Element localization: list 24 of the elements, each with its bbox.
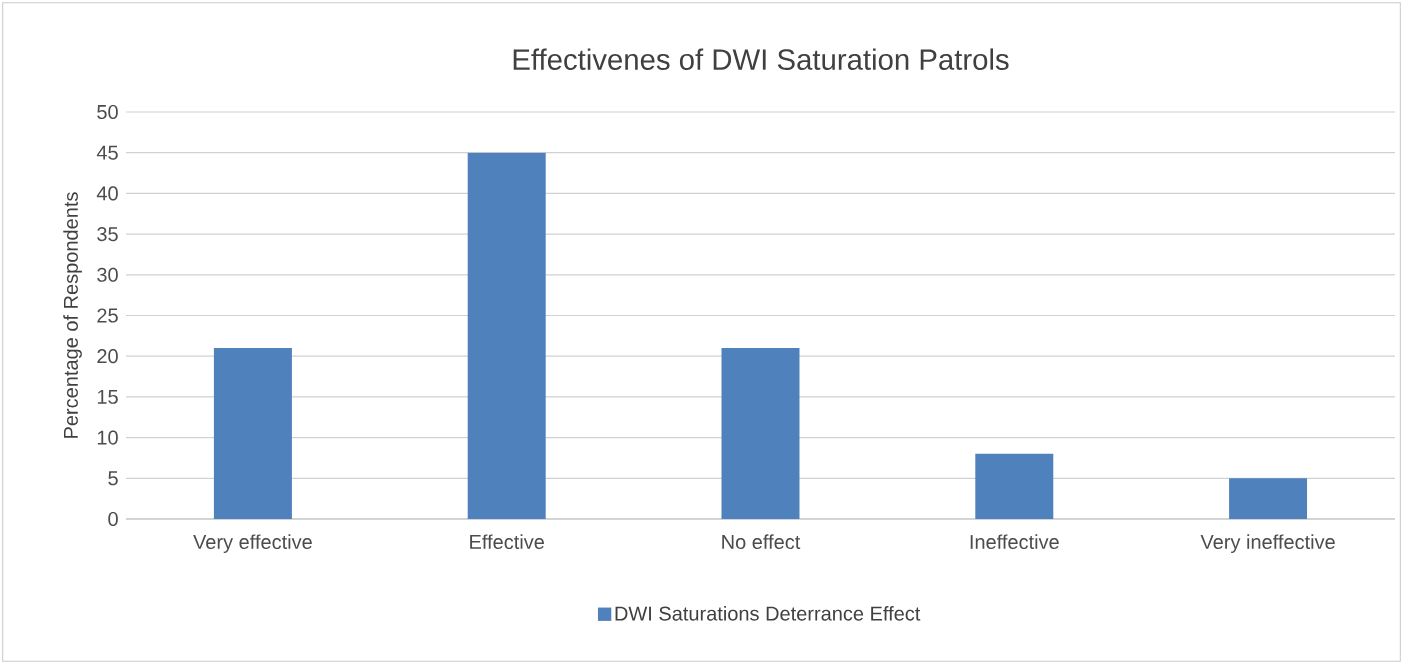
y-tick-label: 15 <box>97 389 118 404</box>
bar <box>213 348 292 519</box>
y-tick-label: 30 <box>97 267 118 282</box>
y-tick-label: 40 <box>96 186 118 201</box>
y-tick-label: 20 <box>97 349 118 364</box>
y-tick-label: 5 <box>108 471 118 486</box>
chart-title: Effectivenes of DWI Saturation Patrols <box>513 48 1009 70</box>
y-tick-label: 50 <box>97 104 118 120</box>
x-tick-label: No effect <box>722 534 801 550</box>
y-tick-label: 35 <box>97 227 118 242</box>
bar <box>467 152 546 519</box>
bar <box>1229 478 1308 519</box>
x-tick-label: Very effective <box>193 534 312 553</box>
y-tick-label: 10 <box>97 430 118 445</box>
y-tick-label: 0 <box>108 511 118 527</box>
x-tick-label: Ineffective <box>970 534 1059 550</box>
y-axis-title: Percentage of Respondents <box>63 192 82 438</box>
bar <box>721 348 800 519</box>
bar <box>975 453 1054 519</box>
y-tick-label: 45 <box>96 145 118 160</box>
y-tick-label: 25 <box>97 308 118 323</box>
x-tick-label: Very ineffective <box>1200 534 1335 553</box>
x-tick-label: Effective <box>470 534 544 550</box>
legend-label: DWI Saturations Deterrance Effect <box>615 605 921 621</box>
